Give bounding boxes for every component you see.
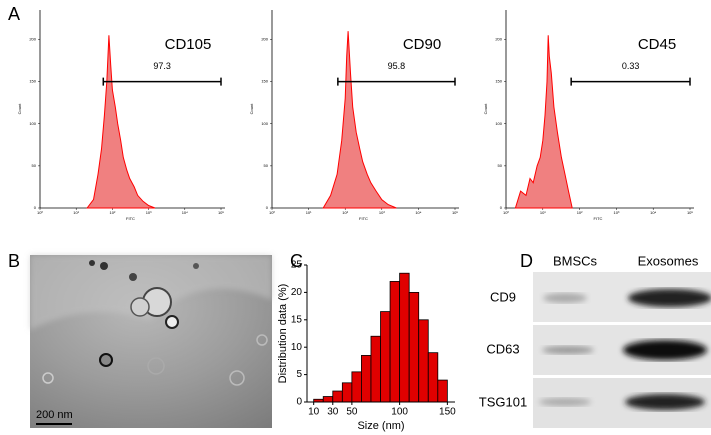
gate-percentage: 97.3 bbox=[153, 61, 171, 71]
x-tick-label: 10¹ bbox=[540, 210, 546, 215]
blot-row: CD63 bbox=[486, 341, 519, 356]
marker-name: CD105 bbox=[165, 36, 212, 53]
bar bbox=[389, 281, 401, 403]
histogram-area bbox=[514, 35, 573, 209]
x-axis-label: FITC bbox=[126, 216, 135, 221]
x-tick-label: 10¹ bbox=[73, 210, 79, 215]
y-tick-label: 20 bbox=[291, 287, 303, 298]
x-tick-label: 10³ bbox=[146, 210, 152, 215]
scale-bar-label: 200 nm bbox=[36, 409, 73, 421]
blot-column: Exosomes bbox=[638, 253, 699, 268]
y-axis-label: Distribution data (%) bbox=[277, 284, 289, 384]
x-tick-label: 10⁴ bbox=[415, 210, 421, 215]
x-tick-label: 30 bbox=[327, 407, 339, 418]
marker-name: CD45 bbox=[638, 36, 676, 53]
panel-label: B bbox=[8, 251, 20, 271]
bar bbox=[351, 371, 362, 403]
x-tick-label: 10⁵ bbox=[687, 210, 693, 215]
y-tick-label: 50 bbox=[498, 163, 503, 168]
x-tick-label: 10³ bbox=[614, 210, 620, 215]
y-tick-label: 0 bbox=[266, 205, 269, 210]
y-tick-label: 0 bbox=[296, 397, 302, 408]
x-tick-label: 10² bbox=[577, 210, 583, 215]
x-tick-label: 10¹ bbox=[306, 210, 312, 215]
y-axis-label: Count bbox=[249, 103, 254, 115]
x-tick-label: 10² bbox=[110, 210, 116, 215]
panel-label: C bbox=[290, 251, 303, 271]
y-tick-label: 15 bbox=[291, 314, 303, 325]
x-tick-label: 10⁰ bbox=[37, 210, 43, 215]
bar bbox=[437, 379, 448, 403]
gate-percentage: 0.33 bbox=[622, 61, 640, 71]
x-tick-label: 10⁰ bbox=[503, 210, 509, 215]
y-tick-label: 0 bbox=[500, 205, 503, 210]
bar bbox=[361, 355, 372, 403]
x-tick-label: 10⁵ bbox=[218, 210, 224, 215]
y-tick-label: 5 bbox=[296, 369, 302, 380]
y-tick-label: 100 bbox=[29, 121, 36, 126]
gate-percentage: 95.8 bbox=[388, 61, 406, 71]
western-blot: BMSCs Exosomes CD9 CD63 TSG101 bbox=[479, 253, 711, 428]
blot-row: TSG101 bbox=[479, 394, 527, 409]
y-tick-label: 200 bbox=[261, 37, 268, 42]
y-tick-label: 100 bbox=[261, 121, 268, 126]
y-tick-label: 200 bbox=[29, 37, 36, 42]
x-axis-label: Size (nm) bbox=[357, 420, 404, 432]
marker-name: CD90 bbox=[403, 36, 441, 53]
x-tick-label: 10 bbox=[308, 407, 320, 418]
bar bbox=[341, 382, 353, 403]
y-axis-label: Count bbox=[483, 103, 488, 115]
tem-image: 200 nm bbox=[30, 255, 272, 428]
x-tick-label: 10² bbox=[342, 210, 348, 215]
y-tick-label: 150 bbox=[495, 79, 502, 84]
x-axis-label: FITC bbox=[359, 216, 368, 221]
y-tick-label: 0 bbox=[34, 205, 37, 210]
blot-column: BMSCs bbox=[553, 253, 598, 268]
y-tick-label: 50 bbox=[264, 163, 269, 168]
panel-label: D bbox=[520, 251, 533, 271]
panel-label: A bbox=[8, 4, 20, 24]
x-axis-label: FITC bbox=[594, 216, 603, 221]
bar bbox=[408, 291, 420, 403]
histogram-area bbox=[322, 31, 397, 209]
x-tick-label: 10⁴ bbox=[182, 210, 188, 215]
bar bbox=[427, 352, 439, 403]
x-tick-label: 150 bbox=[439, 407, 456, 418]
x-tick-label: 10⁵ bbox=[452, 210, 458, 215]
x-tick-label: 50 bbox=[346, 407, 358, 418]
blot-row: CD9 bbox=[490, 289, 516, 304]
y-axis-label: Count bbox=[17, 103, 22, 115]
bar bbox=[418, 319, 429, 403]
bar bbox=[370, 335, 381, 403]
x-tick-label: 10⁰ bbox=[269, 210, 275, 215]
y-tick-label: 150 bbox=[29, 79, 36, 84]
x-tick-label: 100 bbox=[391, 407, 408, 418]
bar bbox=[332, 390, 343, 403]
histogram-area bbox=[86, 35, 156, 209]
y-tick-label: 10 bbox=[291, 342, 303, 353]
bar bbox=[399, 272, 410, 403]
x-tick-label: 10⁴ bbox=[650, 210, 656, 215]
y-tick-label: 25 bbox=[291, 260, 303, 271]
bar bbox=[380, 311, 391, 403]
bar bbox=[322, 396, 334, 403]
y-tick-label: 50 bbox=[32, 163, 37, 168]
x-tick-label: 10³ bbox=[379, 210, 385, 215]
y-tick-label: 200 bbox=[495, 37, 502, 42]
y-tick-label: 150 bbox=[261, 79, 268, 84]
y-tick-label: 100 bbox=[495, 121, 502, 126]
